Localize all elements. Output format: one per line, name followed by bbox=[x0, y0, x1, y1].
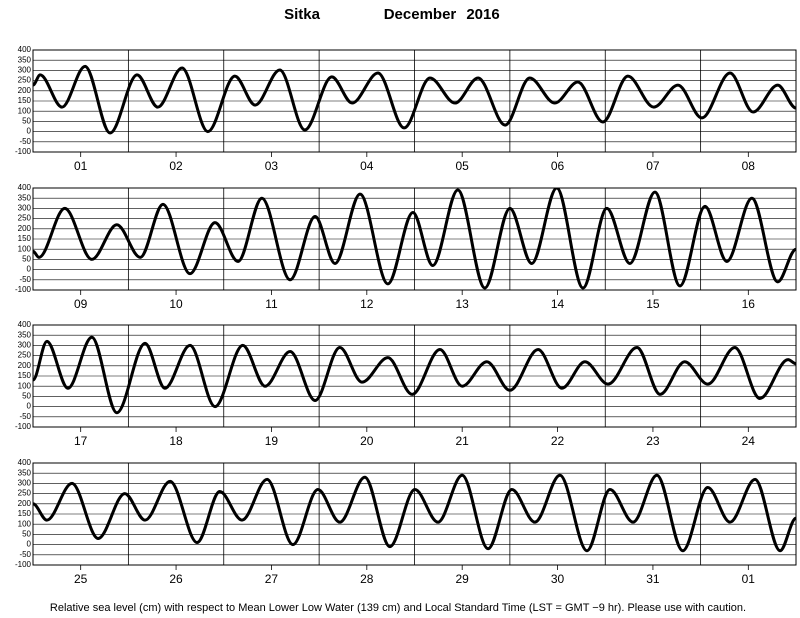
day-label: 25 bbox=[74, 572, 88, 586]
y-tick-label: 50 bbox=[22, 117, 31, 126]
day-label: 21 bbox=[456, 434, 470, 448]
y-tick-label: -50 bbox=[19, 275, 31, 284]
day-label: 28 bbox=[360, 572, 374, 586]
day-label: 16 bbox=[742, 297, 756, 311]
y-tick-label: 400 bbox=[18, 45, 32, 54]
tide-curve bbox=[33, 335, 796, 415]
y-tick-label: 250 bbox=[18, 489, 32, 498]
y-tick-label: 100 bbox=[18, 381, 32, 390]
y-tick-label: 100 bbox=[18, 106, 32, 115]
day-label: 24 bbox=[742, 434, 756, 448]
day-label: 04 bbox=[360, 159, 374, 173]
y-tick-label: 150 bbox=[18, 509, 32, 518]
y-tick-label: 300 bbox=[18, 341, 32, 350]
y-tick-label: 50 bbox=[22, 255, 31, 264]
y-tick-label: 250 bbox=[18, 76, 32, 85]
y-tick-label: -100 bbox=[15, 147, 32, 156]
footnote: Relative sea level (cm) with respect to … bbox=[50, 602, 746, 614]
y-tick-label: 0 bbox=[27, 402, 32, 411]
y-tick-label: 250 bbox=[18, 214, 32, 223]
curve-group bbox=[33, 188, 796, 290]
day-label: 17 bbox=[74, 434, 88, 448]
tide-curve bbox=[33, 64, 796, 135]
y-tick-label: 200 bbox=[18, 361, 32, 370]
panel-frame bbox=[32, 187, 797, 291]
day-label: 08 bbox=[742, 159, 756, 173]
panel-frame bbox=[32, 49, 797, 153]
day-label: 29 bbox=[456, 572, 470, 586]
day-label: 11 bbox=[265, 297, 278, 311]
y-tick-label: 200 bbox=[18, 224, 32, 233]
day-label: 05 bbox=[456, 159, 470, 173]
y-tick-label: 150 bbox=[18, 234, 32, 243]
y-tick-label: 50 bbox=[22, 392, 31, 401]
day-label: 18 bbox=[169, 434, 183, 448]
day-label: 12 bbox=[360, 297, 374, 311]
y-tick-label: 150 bbox=[18, 371, 32, 380]
month-title: December bbox=[384, 6, 457, 23]
y-tick-label: -50 bbox=[19, 137, 31, 146]
y-tick-label: 100 bbox=[18, 244, 32, 253]
day-label: 26 bbox=[169, 572, 183, 586]
y-tick-label: 200 bbox=[18, 499, 32, 508]
tide-curve bbox=[33, 188, 796, 290]
day-label: 07 bbox=[646, 159, 660, 173]
tide-curve bbox=[33, 473, 796, 553]
y-tick-label: 400 bbox=[18, 458, 32, 467]
y-tick-label: 350 bbox=[18, 55, 32, 64]
day-label: 02 bbox=[169, 159, 183, 173]
day-label: 14 bbox=[551, 297, 565, 311]
day-label: 19 bbox=[265, 434, 279, 448]
panel-frame bbox=[32, 462, 797, 566]
day-label: 23 bbox=[646, 434, 660, 448]
panel-frame bbox=[32, 324, 797, 428]
y-tick-label: 100 bbox=[18, 519, 32, 528]
y-tick-label: 300 bbox=[18, 204, 32, 213]
day-label: 30 bbox=[551, 572, 565, 586]
year-title: 2016 bbox=[466, 6, 499, 23]
y-tick-label: 50 bbox=[22, 530, 31, 539]
y-tick-label: 350 bbox=[18, 468, 32, 477]
curve-group bbox=[33, 473, 796, 553]
y-tick-label: 250 bbox=[18, 351, 32, 360]
curve-group bbox=[33, 64, 796, 135]
day-label: 01 bbox=[742, 572, 756, 586]
y-tick-label: 300 bbox=[18, 66, 32, 75]
y-tick-label: 350 bbox=[18, 193, 32, 202]
y-tick-label: -100 bbox=[15, 285, 32, 294]
y-tick-label: -50 bbox=[19, 412, 31, 421]
y-tick-label: 0 bbox=[27, 540, 32, 549]
curve-group bbox=[33, 335, 796, 415]
station-title: Sitka bbox=[284, 6, 321, 23]
y-tick-label: 0 bbox=[27, 127, 32, 136]
y-tick-label: 0 bbox=[27, 265, 32, 274]
day-label: 22 bbox=[551, 434, 565, 448]
y-tick-label: -100 bbox=[15, 560, 32, 569]
day-label: 13 bbox=[456, 297, 470, 311]
y-tick-label: 200 bbox=[18, 86, 32, 95]
y-tick-label: 400 bbox=[18, 183, 32, 192]
y-tick-label: 400 bbox=[18, 320, 32, 329]
day-label: 10 bbox=[169, 297, 183, 311]
day-label: 15 bbox=[646, 297, 660, 311]
y-tick-label: 300 bbox=[18, 479, 32, 488]
day-label: 31 bbox=[646, 572, 660, 586]
day-label: 27 bbox=[265, 572, 279, 586]
y-tick-label: 150 bbox=[18, 96, 32, 105]
y-tick-label: 350 bbox=[18, 330, 32, 339]
day-label: 06 bbox=[551, 159, 565, 173]
day-label: 20 bbox=[360, 434, 374, 448]
day-label: 09 bbox=[74, 297, 88, 311]
y-tick-label: -50 bbox=[19, 550, 31, 559]
day-label: 03 bbox=[265, 159, 279, 173]
day-label: 01 bbox=[74, 159, 88, 173]
y-tick-label: -100 bbox=[15, 422, 32, 431]
